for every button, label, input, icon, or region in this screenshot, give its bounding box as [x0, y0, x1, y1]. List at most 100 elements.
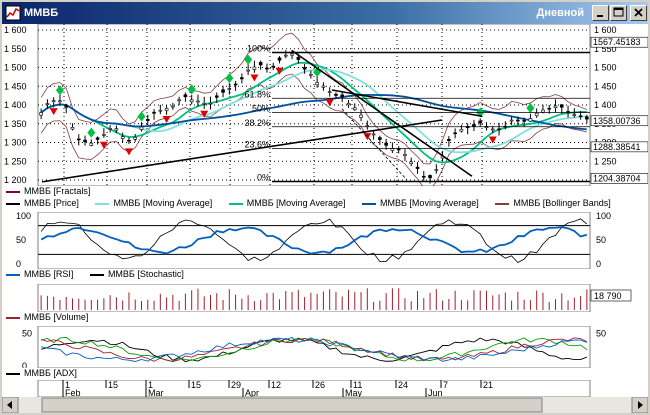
- month-label: Mar: [148, 388, 164, 397]
- day-label: 15: [108, 380, 118, 390]
- price-candle: [120, 136, 125, 139]
- price-candle: [183, 94, 188, 98]
- price-candle: [133, 136, 138, 140]
- adx-tick-right: 50: [596, 328, 606, 338]
- day-label: 1: [148, 380, 153, 390]
- minimize-button[interactable]: [592, 5, 609, 21]
- maximize-button[interactable]: [610, 5, 627, 21]
- y-tick-label-right: 1 250: [594, 156, 617, 166]
- price-candle: [315, 82, 319, 86]
- y-tick-label-left: 1 500: [4, 63, 27, 73]
- price-candle: [265, 67, 269, 70]
- price-candle: [95, 137, 100, 140]
- price-candle: [578, 115, 583, 118]
- legend-ma3: ММВБ [Moving Average]: [362, 198, 479, 208]
- oscillator-panel[interactable]: 100 100 50 50 0 0: [2, 212, 648, 269]
- price-candle: [509, 119, 514, 122]
- price-candle: [227, 88, 232, 90]
- scroll-left-button[interactable]: [1, 396, 19, 414]
- price-candle: [321, 85, 326, 88]
- volume-plot-frame: [37, 284, 591, 312]
- price-candle: [553, 105, 558, 108]
- price-candle: [51, 100, 56, 102]
- price-candle: [39, 112, 43, 116]
- fractal-up-marker: [526, 103, 535, 114]
- price-candle: [283, 54, 288, 57]
- price-candle: [271, 65, 276, 68]
- day-label: 26: [315, 380, 325, 390]
- chart-area[interactable]: 1 600 1 600 1 550 1 550 1 500 1 500 1 450 1 450…: [1, 24, 649, 414]
- fractal-up-marker: [187, 84, 196, 95]
- price-candle: [346, 103, 351, 106]
- y-tick-label-right: 1 500: [594, 63, 617, 73]
- price-candle: [541, 109, 545, 113]
- day-label: 21: [483, 380, 493, 390]
- price-tag-box: [590, 141, 648, 153]
- price-candle: [258, 62, 263, 66]
- fractal-down-marker: [275, 67, 284, 75]
- price-candle: [196, 100, 200, 103]
- moving-average-slow-line: [40, 93, 587, 131]
- price-tag-box: [590, 115, 648, 127]
- price-candle: [177, 99, 181, 102]
- price-candle: [585, 116, 589, 120]
- rsi-line: [40, 226, 588, 255]
- month-label: Jun: [428, 388, 443, 397]
- price-candle: [89, 142, 94, 146]
- price-candle: [171, 105, 175, 108]
- fractal-down-marker: [488, 136, 497, 144]
- y-tick-label-right: 1 400: [594, 100, 617, 110]
- price-candle: [240, 77, 244, 80]
- title-bar[interactable]: ММВБ Дневной: [2, 2, 648, 24]
- horizontal-scrollbar[interactable]: [1, 396, 649, 414]
- legend-ma1: ММВБ [Moving Average]: [95, 198, 212, 208]
- moving-average-fast-line: [40, 61, 587, 164]
- scroll-right-button[interactable]: [631, 396, 649, 414]
- osc-tick-left: 0: [16, 259, 21, 269]
- price-candle: [152, 111, 156, 114]
- legend-volume: ММВБ [Volume]: [6, 312, 88, 322]
- legend-stochastic: ММВБ [Stochastic]: [89, 269, 184, 279]
- price-candle: [497, 128, 501, 131]
- legend-price: ММВБ [Price]: [6, 198, 79, 208]
- fractal-down-marker: [250, 74, 259, 82]
- price-candle: [434, 169, 439, 171]
- price-candle: [58, 100, 62, 103]
- fibonacci-level-label: 23.6%: [244, 140, 270, 150]
- osc-tick-left: 100: [16, 212, 31, 221]
- price-candle: [534, 112, 539, 117]
- price-candle: [409, 161, 414, 164]
- y-tick-label-left: 1 400: [4, 100, 27, 110]
- volume-panel[interactable]: 18 790: [2, 284, 648, 312]
- maximize-icon: [613, 7, 624, 17]
- price-candle: [528, 118, 533, 122]
- volume-legend: ММВБ [Volume]: [6, 312, 102, 324]
- y-tick-label-right: 1 550: [594, 44, 617, 54]
- osc-tick-right: 50: [596, 235, 606, 245]
- adx-tick-left: 50: [22, 328, 32, 338]
- scroll-thumb[interactable]: [41, 397, 543, 413]
- y-tick-label-left: 1 550: [4, 44, 27, 54]
- fractal-up-marker: [137, 111, 146, 122]
- legend-fractals: ММВБ [Fractals]: [6, 186, 90, 196]
- price-candle: [378, 137, 382, 140]
- legend-rsi: ММВБ [RSI]: [6, 269, 73, 279]
- price-candle: [158, 109, 163, 112]
- price-candle: [70, 127, 75, 130]
- price-candle: [334, 93, 338, 96]
- price-candle: [64, 104, 69, 108]
- price-candle: [208, 102, 213, 105]
- close-button[interactable]: [630, 5, 647, 21]
- adx-panel[interactable]: 50 0 50: [2, 326, 648, 368]
- fibonacci-level-label: 50%: [252, 104, 270, 114]
- price-legend-row2: ММВБ [Price] ММВБ [Moving Average] ММВБ …: [6, 198, 625, 210]
- price-panel[interactable]: 1 600 1 600 1 550 1 550 1 500 1 500 1 450 1 450…: [2, 24, 648, 186]
- day-label: 7: [443, 380, 448, 390]
- y-tick-label-left: 1 600: [4, 25, 27, 35]
- price-candle: [572, 114, 577, 116]
- y-tick-label-left: 1 250: [4, 156, 27, 166]
- price-candle: [547, 107, 552, 110]
- price-candle: [516, 119, 520, 122]
- price-candle: [296, 57, 301, 60]
